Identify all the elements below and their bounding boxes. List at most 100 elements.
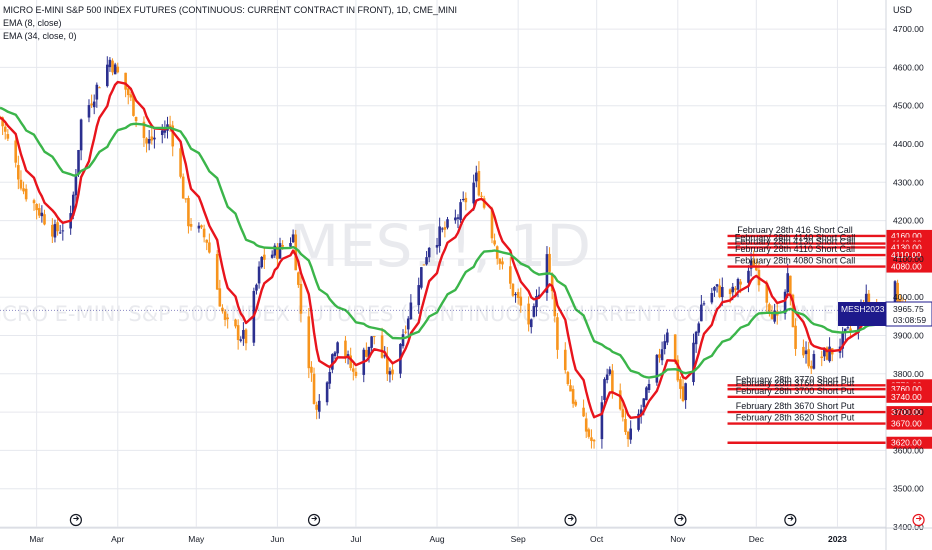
candle-up <box>160 130 164 136</box>
level-label: February 28th 4140 Short Call <box>735 233 856 243</box>
level-price-tag <box>886 436 932 449</box>
y-tick-label: 4400.00 <box>893 139 924 149</box>
candle-down <box>770 312 774 320</box>
candle-down <box>849 328 852 332</box>
candle-down <box>739 281 742 285</box>
y-tick-label: 4200.00 <box>893 216 924 226</box>
candle-up <box>239 339 243 341</box>
candle-up <box>388 371 392 375</box>
time-axis[interactable]: Mar Apr May Jun Jul Aug Sep Oct Nov Dec 2023 <box>0 527 932 544</box>
candle-down <box>349 355 352 369</box>
candle-down <box>116 66 120 73</box>
candle-up <box>804 350 808 355</box>
candle-up <box>684 383 687 401</box>
candle-up <box>843 328 847 332</box>
candle-up <box>446 219 449 228</box>
earnings-icon[interactable] <box>564 513 577 527</box>
event-arrow-icon <box>787 516 794 521</box>
candle-up <box>828 346 831 362</box>
candle-up <box>713 287 716 291</box>
candle-up <box>278 243 282 259</box>
candle-up <box>53 224 57 238</box>
candle-up <box>535 295 538 308</box>
candle-down <box>184 198 188 200</box>
level-price-tag <box>886 406 932 419</box>
candle-up <box>147 139 151 144</box>
candle-down <box>464 197 468 203</box>
candle-up <box>273 245 277 256</box>
candle-up <box>325 382 329 403</box>
candle-down <box>482 198 486 208</box>
candle-down <box>752 260 755 268</box>
level-price-tag <box>886 260 932 273</box>
indicator-ema34-label[interactable]: EMA (34, close, 0) <box>3 31 77 41</box>
dividend-icon[interactable] <box>912 513 925 527</box>
candle-down <box>480 195 483 197</box>
candle-down <box>626 431 630 440</box>
earnings-icon[interactable] <box>784 513 797 527</box>
candle-down <box>867 293 871 306</box>
candle-down <box>168 124 172 126</box>
candle-up <box>720 287 724 298</box>
candle-up <box>333 352 337 357</box>
earnings-icon[interactable] <box>69 513 82 527</box>
candle-down <box>807 349 810 367</box>
earnings-icon[interactable] <box>307 513 321 527</box>
candle-down <box>563 349 567 371</box>
candle-down <box>150 136 154 141</box>
candle-up <box>702 303 706 305</box>
level-label: February 28th 3620 Short Put <box>736 413 855 423</box>
candle-down <box>582 407 585 417</box>
candle-down <box>734 288 737 291</box>
candle-down <box>142 121 146 138</box>
x-tick-label: Sep <box>511 534 526 544</box>
x-tick-label: Aug <box>429 534 444 544</box>
candle-down <box>226 317 229 320</box>
candle-down <box>587 429 591 437</box>
candle-up <box>697 323 701 333</box>
candle-down <box>681 386 685 401</box>
candle-down <box>221 307 224 312</box>
candle-up <box>474 172 478 182</box>
level-label: February 28th 4130 Short Call <box>735 236 856 246</box>
y-tick-label: 3900.00 <box>893 331 924 341</box>
price-axis[interactable]: 3400.00 3500.00 3600.00 3700.00 3800.00 3900.… <box>885 0 924 550</box>
level-price-tag <box>886 417 932 430</box>
candle-down <box>1 117 4 127</box>
candle-up <box>747 270 750 283</box>
candle-up <box>893 281 897 318</box>
indicator-ema8-label[interactable]: EMA (8, close) <box>3 18 62 28</box>
candle-down <box>312 373 316 404</box>
candle-down <box>215 254 219 290</box>
price-tag-axis-box <box>885 301 932 327</box>
candle-up <box>514 294 517 296</box>
level-label: February 28th 3760 Short Put <box>736 378 855 388</box>
candle-down <box>310 366 313 373</box>
x-tick-label: Apr <box>111 534 124 544</box>
candle-up <box>812 354 816 369</box>
y-tick-label: 4700.00 <box>893 24 924 34</box>
candle-up <box>328 372 332 384</box>
candle-down <box>794 325 797 349</box>
candle-down <box>618 390 622 410</box>
candle-down <box>200 225 203 228</box>
candle-up <box>841 331 844 349</box>
earnings-icon[interactable] <box>674 513 687 527</box>
candle-down <box>171 125 175 147</box>
candle-down <box>380 335 384 358</box>
candle-up <box>645 387 648 401</box>
candle-down <box>498 258 502 264</box>
candle-up <box>108 59 112 68</box>
level-price: 3740.00 <box>891 392 922 402</box>
candle-down <box>809 365 813 369</box>
candle-up <box>823 347 826 357</box>
level-price-tag <box>886 390 932 403</box>
y-tick-label: 3500.00 <box>893 484 924 494</box>
candle-down <box>501 261 504 265</box>
candle-down <box>179 148 182 177</box>
candle-down <box>825 347 829 360</box>
candle-down <box>553 293 557 317</box>
candle-down <box>566 372 570 385</box>
x-tick-label: Oct <box>590 534 604 544</box>
